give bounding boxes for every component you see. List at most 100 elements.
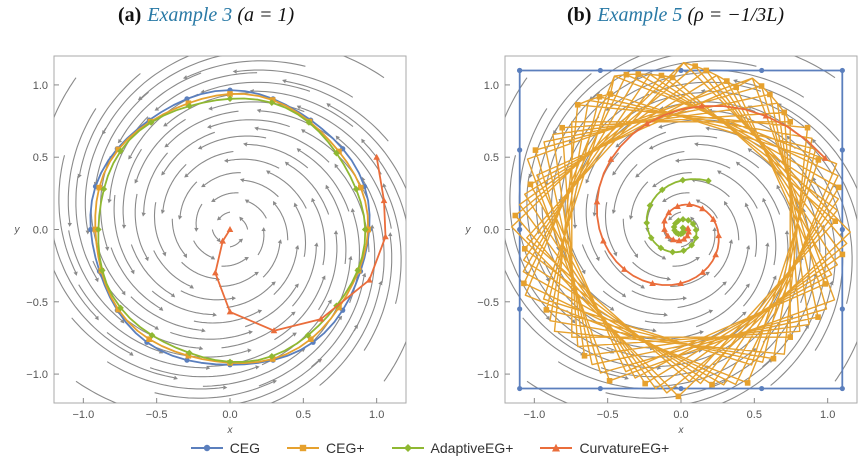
data-point-ceg [759, 67, 765, 74]
data-point-ceg [184, 357, 190, 363]
streamline [692, 219, 700, 230]
streamline [342, 56, 385, 79]
streamline-arrow [772, 275, 777, 280]
data-point-ceg-plus [675, 393, 682, 400]
data-point-adaptiveeg-plus [679, 216, 687, 223]
panel-b-param: (ρ = −1/3L) [687, 4, 785, 26]
streamline-arrow [293, 202, 298, 208]
streamline-arrow [129, 351, 134, 356]
data-point-ceg [517, 306, 523, 312]
panel-b-example-link[interactable]: Example 5 [597, 4, 683, 26]
streamline-arrow [223, 158, 229, 163]
panel-a-example-link[interactable]: Example 3 [147, 4, 233, 26]
x-tick-label: 1.0 [369, 409, 384, 421]
streamline [113, 194, 133, 271]
streamline [780, 105, 857, 190]
data-point-adaptiveeg-plus [680, 247, 687, 254]
streamline [526, 175, 549, 279]
streamline [720, 172, 758, 209]
streamline [237, 360, 320, 403]
streamline [644, 240, 664, 258]
data-point-curvatureeg-plus [664, 232, 672, 239]
data-point-curvatureeg-plus [380, 197, 388, 204]
streamline-arrow [712, 227, 717, 232]
streamline [214, 192, 239, 201]
data-point-curvatureeg-plus [684, 224, 692, 231]
data-point-adaptiveeg-plus [361, 226, 369, 233]
data-point-curvatureeg-plus [219, 237, 226, 244]
legend-item-ceg-plus: CEG+ [286, 440, 365, 456]
data-point-curvatureeg-plus [762, 112, 770, 119]
streamline [614, 131, 666, 173]
data-point-adaptiveeg-plus [333, 149, 340, 157]
y-tick-label: −0.5 [477, 297, 499, 309]
data-point-curvatureeg-plus [382, 233, 389, 240]
streamline-arrow [705, 271, 710, 276]
streamline-arrow [705, 126, 710, 131]
streamline-arrow [178, 215, 183, 220]
streamline-arrow [348, 255, 353, 261]
streamline-arrow [829, 280, 834, 286]
streamline-arrow [708, 309, 714, 314]
y-axis-label: y [465, 225, 472, 236]
streamline-arrow [762, 197, 767, 203]
streamline-arrow [595, 256, 600, 262]
panel-b-plot: −1.0 −0.5 0.0 0.5 1.0 −1.0 −0.5 0.0 0.5 1.0 x y [465, 55, 858, 436]
data-point-curvatureeg-plus [822, 154, 829, 161]
data-point-ceg-plus [733, 84, 739, 91]
streamline-arrow [361, 272, 367, 278]
panel-a-plot: −1.0 −0.5 0.0 0.5 1.0 −1.0 −0.5 0.0 0.5 1.0 x y [14, 55, 407, 436]
series-curvatureeg-plus [593, 102, 829, 287]
streamline [300, 107, 382, 175]
x-tick-label: 1.0 [820, 409, 835, 421]
streamline [622, 218, 637, 255]
streamline-arrow [545, 277, 550, 283]
streamline-arrow [624, 375, 629, 380]
legend-label-curvature-eg-plus: CurvatureEG+ [579, 440, 670, 456]
data-point-ceg-plus [744, 380, 751, 386]
streamline-arrow [182, 75, 188, 80]
streamline [167, 110, 239, 146]
data-point-curvatureeg-plus [270, 327, 278, 334]
streamline-arrow [353, 324, 359, 330]
y-tick-label: −0.5 [26, 297, 48, 309]
streamline-arrow [326, 103, 331, 108]
data-point-adaptiveeg-plus [186, 102, 193, 110]
streamline-arrow [201, 183, 206, 188]
streamline-arrow [282, 79, 287, 84]
data-point-ceg-plus [822, 281, 829, 287]
streamline [505, 77, 528, 119]
data-point-curvatureeg-plus [212, 269, 219, 276]
streamline [630, 181, 649, 216]
data-point-adaptiveeg-plus [304, 331, 312, 339]
data-point-ceg [88, 226, 94, 233]
streamline-arrow [661, 255, 667, 260]
streamline [181, 261, 217, 280]
data-point-adaptiveeg-plus [117, 147, 124, 155]
streamline [295, 206, 307, 257]
data-point-curvatureeg-plus [684, 232, 691, 239]
streamline-arrow [695, 256, 700, 261]
streamline-arrow [294, 283, 299, 288]
legend-item-ceg: CEG [190, 440, 260, 456]
x-tick-label: 0.5 [747, 409, 762, 421]
y-tick-label: −1.0 [26, 369, 48, 381]
streamline [154, 381, 274, 399]
streamline-arrow [261, 227, 266, 232]
streamline-arrow [121, 290, 126, 296]
streamline [274, 278, 324, 341]
streamline [54, 77, 77, 119]
streamline [652, 135, 718, 148]
data-point-ceg-plus [635, 71, 642, 77]
streamline [363, 236, 393, 351]
streamline [230, 240, 241, 248]
streamline [136, 118, 186, 181]
streamline-arrow [695, 199, 701, 204]
streamline [211, 229, 219, 240]
streamline-arrow [663, 312, 668, 317]
data-point-ceg [678, 67, 684, 74]
streamline [95, 91, 149, 183]
data-point-adaptiveeg-plus [705, 177, 712, 185]
data-point-adaptiveeg-plus [685, 216, 692, 224]
streamline-arrow [784, 230, 790, 235]
